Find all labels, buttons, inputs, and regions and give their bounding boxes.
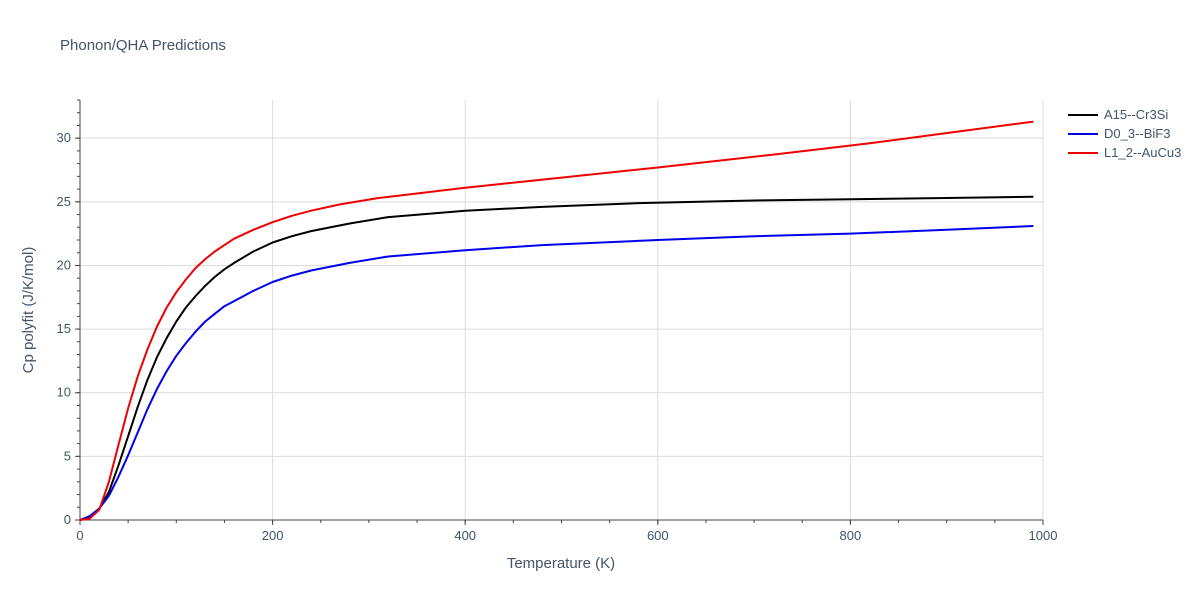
x-tick-label: 0 (76, 528, 83, 543)
legend-entry-label: L1_2--AuCu3 (1104, 145, 1181, 160)
grid-lines (80, 100, 1044, 520)
x-tick-label: 600 (647, 528, 669, 543)
series-line-2 (79, 120, 1034, 521)
series-line-0 (79, 195, 1034, 521)
series-line-1 (79, 225, 1034, 521)
x-tick-label: 800 (840, 528, 862, 543)
y-axis-title: Cp polyfit (J/K/mol) (20, 247, 37, 374)
x-tick-label: 200 (262, 528, 284, 543)
axes: 0 200 400 600 800 1000 0 5 10 15 20 25 30 (57, 99, 1058, 543)
x-tick-label: 1000 (1029, 528, 1058, 543)
plot-area (79, 120, 1034, 521)
legend: A15--Cr3Si D0_3--BiF3 L1_2--AuCu3 (1068, 107, 1181, 160)
y-tick-label: 20 (57, 257, 71, 272)
y-tick-label: 30 (57, 130, 71, 145)
y-tick-label: 0 (64, 512, 71, 527)
y-tick-label: 25 (57, 194, 71, 209)
chart-title: Phonon/QHA Predictions (60, 37, 226, 54)
x-axis-title: Temperature (K) (507, 555, 615, 572)
y-tick-label: 10 (57, 385, 71, 400)
legend-entry-label: D0_3--BiF3 (1104, 126, 1170, 141)
y-tick-label: 5 (64, 448, 71, 463)
y-tick-label: 15 (57, 321, 71, 336)
x-tick-label: 400 (454, 528, 476, 543)
legend-entry-label: A15--Cr3Si (1104, 107, 1168, 122)
